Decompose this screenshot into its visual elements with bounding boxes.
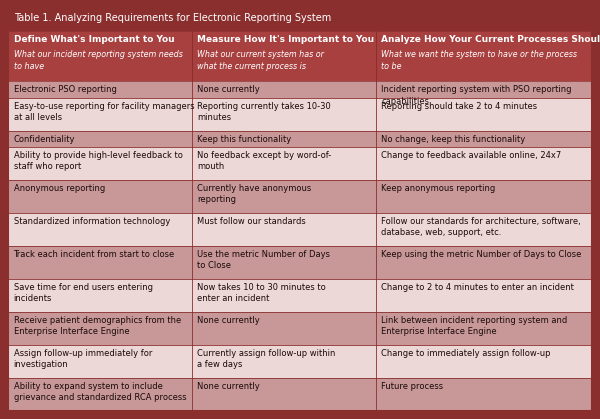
Bar	[8, 213, 592, 246]
Text: Ability to provide high-level feedback to
staff who report: Ability to provide high-level feedback t…	[14, 151, 182, 171]
Bar	[8, 180, 592, 213]
Text: Easy-to-use reporting for facility managers
at all levels: Easy-to-use reporting for facility manag…	[14, 102, 194, 122]
Text: Analyze How Your Current Processes Should Change: Analyze How Your Current Processes Shoul…	[382, 36, 600, 44]
Bar	[8, 31, 592, 82]
Text: Table 1. Analyzing Requirements for Electronic Reporting System: Table 1. Analyzing Requirements for Elec…	[14, 13, 331, 23]
Bar	[8, 98, 592, 131]
Text: Reporting should take 2 to 4 minutes: Reporting should take 2 to 4 minutes	[382, 102, 538, 111]
Bar	[8, 131, 592, 147]
Text: Change to 2 to 4 minutes to enter an incident: Change to 2 to 4 minutes to enter an inc…	[382, 283, 574, 292]
Text: None currently: None currently	[197, 316, 260, 325]
Text: Currently assign follow-up within
a few days: Currently assign follow-up within a few …	[197, 349, 336, 369]
Text: Confidentiality: Confidentiality	[14, 135, 75, 144]
Bar	[8, 345, 592, 378]
Text: Keep anonymous reporting: Keep anonymous reporting	[382, 184, 496, 193]
Text: Reporting currently takes 10-30
minutes: Reporting currently takes 10-30 minutes	[197, 102, 331, 122]
Text: Track each incident from start to close: Track each incident from start to close	[14, 250, 175, 259]
Text: Now takes 10 to 30 minutes to
enter an incident: Now takes 10 to 30 minutes to enter an i…	[197, 283, 326, 303]
Bar	[8, 312, 592, 345]
Text: Keep using the metric Number of Days to Close: Keep using the metric Number of Days to …	[382, 250, 582, 259]
Text: Define What's Important to You: Define What's Important to You	[14, 36, 174, 44]
Bar	[8, 246, 592, 279]
Text: Assign follow-up immediately for
investigation: Assign follow-up immediately for investi…	[14, 349, 152, 369]
Text: Measure How It's Important to You: Measure How It's Important to You	[197, 36, 374, 44]
Text: Ability to expand system to include
grievance and standardized RCA process: Ability to expand system to include grie…	[14, 382, 186, 402]
Text: Link between incident reporting system and
Enterprise Interface Engine: Link between incident reporting system a…	[382, 316, 568, 336]
Text: Must follow our standards: Must follow our standards	[197, 217, 306, 226]
Bar	[8, 378, 592, 411]
Text: Use the metric Number of Days
to Close: Use the metric Number of Days to Close	[197, 250, 331, 270]
Text: What we want the system to have or the process
to be: What we want the system to have or the p…	[382, 51, 577, 70]
Text: Change to feedback available online, 24x7: Change to feedback available online, 24x…	[382, 151, 562, 160]
Bar	[8, 8, 592, 31]
Text: Save time for end users entering
incidents: Save time for end users entering inciden…	[14, 283, 152, 303]
Bar	[8, 147, 592, 180]
Text: None currently: None currently	[197, 382, 260, 391]
Text: Standardized information technology: Standardized information technology	[14, 217, 170, 226]
Text: Future process: Future process	[382, 382, 443, 391]
Text: Change to immediately assign follow-up: Change to immediately assign follow-up	[382, 349, 551, 358]
Text: No change, keep this functionality: No change, keep this functionality	[382, 135, 526, 144]
Text: What our incident reporting system needs
to have: What our incident reporting system needs…	[14, 51, 182, 70]
Bar	[8, 279, 592, 312]
Text: Follow our standards for architecture, software,
database, web, support, etc.: Follow our standards for architecture, s…	[382, 217, 581, 238]
Text: Currently have anonymous
reporting: Currently have anonymous reporting	[197, 184, 312, 204]
Text: Keep this functionality: Keep this functionality	[197, 135, 292, 144]
Text: Electronic PSO reporting: Electronic PSO reporting	[14, 85, 116, 95]
Text: Incident reporting system with PSO reporting
capabilities: Incident reporting system with PSO repor…	[382, 85, 572, 106]
Text: No feedback except by word-of-
mouth: No feedback except by word-of- mouth	[197, 151, 332, 171]
Text: What our current system has or
what the current process is: What our current system has or what the …	[197, 51, 325, 70]
Text: None currently: None currently	[197, 85, 260, 95]
Text: Anonymous reporting: Anonymous reporting	[14, 184, 105, 193]
Bar	[8, 82, 592, 98]
Text: Receive patient demographics from the
Enterprise Interface Engine: Receive patient demographics from the En…	[14, 316, 181, 336]
